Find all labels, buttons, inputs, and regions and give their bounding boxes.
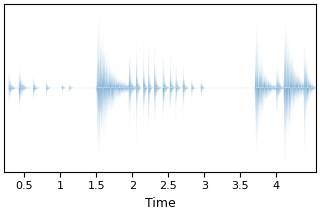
X-axis label: Time: Time [145,197,175,210]
